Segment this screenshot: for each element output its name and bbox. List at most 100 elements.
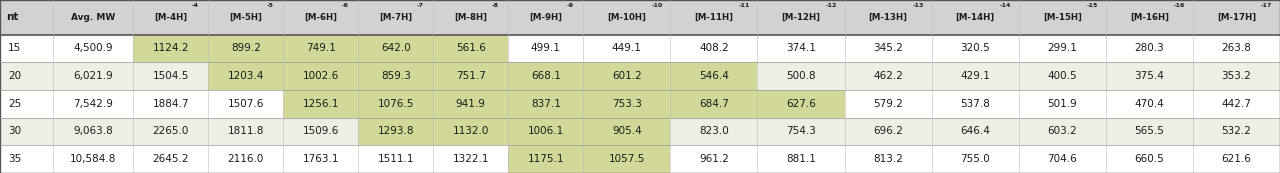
Text: -14: -14: [1000, 3, 1011, 8]
Text: 546.4: 546.4: [699, 71, 728, 81]
Text: 400.5: 400.5: [1047, 71, 1076, 81]
Text: -15: -15: [1087, 3, 1098, 8]
Text: 15: 15: [8, 43, 22, 53]
Text: -7: -7: [417, 3, 424, 8]
Text: 35: 35: [8, 154, 22, 164]
Text: 753.3: 753.3: [612, 99, 641, 109]
Text: -9: -9: [567, 3, 573, 8]
Text: 1175.1: 1175.1: [527, 154, 564, 164]
Text: 30: 30: [8, 126, 20, 136]
Bar: [508, 145, 671, 173]
Text: -16: -16: [1174, 3, 1185, 8]
Text: 7,542.9: 7,542.9: [73, 99, 113, 109]
Text: [M-16H]: [M-16H]: [1130, 13, 1169, 22]
Text: 684.7: 684.7: [699, 99, 728, 109]
Text: 579.2: 579.2: [873, 99, 902, 109]
Text: -11: -11: [739, 3, 750, 8]
Text: 621.6: 621.6: [1221, 154, 1252, 164]
Text: 1763.1: 1763.1: [302, 154, 339, 164]
Text: 1504.5: 1504.5: [152, 71, 189, 81]
Text: 25: 25: [8, 99, 22, 109]
Text: -17: -17: [1261, 3, 1272, 8]
Text: [M-10H]: [M-10H]: [607, 13, 646, 22]
Text: 859.3: 859.3: [381, 71, 411, 81]
Text: 813.2: 813.2: [873, 154, 902, 164]
Text: 345.2: 345.2: [873, 43, 902, 53]
Text: [M-12H]: [M-12H]: [782, 13, 820, 22]
Text: 263.8: 263.8: [1221, 43, 1252, 53]
Text: 2116.0: 2116.0: [228, 154, 264, 164]
Text: 1322.1: 1322.1: [453, 154, 489, 164]
Text: 961.2: 961.2: [699, 154, 728, 164]
Text: 601.2: 601.2: [612, 71, 641, 81]
Text: 2265.0: 2265.0: [152, 126, 189, 136]
Text: 10,584.8: 10,584.8: [70, 154, 116, 164]
Text: 627.6: 627.6: [786, 99, 815, 109]
Text: 823.0: 823.0: [699, 126, 728, 136]
Text: [M-15H]: [M-15H]: [1043, 13, 1082, 22]
Text: 6,021.9: 6,021.9: [73, 71, 113, 81]
Text: 941.9: 941.9: [456, 99, 485, 109]
Text: 565.5: 565.5: [1134, 126, 1165, 136]
Text: 462.2: 462.2: [873, 71, 902, 81]
Text: 660.5: 660.5: [1134, 154, 1165, 164]
Text: [M-4H]: [M-4H]: [155, 13, 187, 22]
Text: 749.1: 749.1: [306, 43, 335, 53]
Text: 408.2: 408.2: [699, 43, 728, 53]
Text: 754.3: 754.3: [786, 126, 815, 136]
Text: 668.1: 668.1: [531, 71, 561, 81]
Text: -12: -12: [826, 3, 837, 8]
Text: 704.6: 704.6: [1047, 154, 1078, 164]
Text: 299.1: 299.1: [1047, 43, 1078, 53]
Text: 280.3: 280.3: [1134, 43, 1165, 53]
Text: 1511.1: 1511.1: [378, 154, 413, 164]
Text: [M-6H]: [M-6H]: [305, 13, 338, 22]
Text: -4: -4: [192, 3, 198, 8]
Text: -6: -6: [342, 3, 349, 8]
Text: [M-9H]: [M-9H]: [529, 13, 562, 22]
Text: 642.0: 642.0: [381, 43, 411, 53]
Text: 837.1: 837.1: [531, 99, 561, 109]
Text: -13: -13: [913, 3, 924, 8]
Bar: [283, 90, 845, 118]
Text: 499.1: 499.1: [531, 43, 561, 53]
Bar: [0, 62, 1280, 90]
Text: 1509.6: 1509.6: [302, 126, 339, 136]
Text: -10: -10: [652, 3, 663, 8]
Text: -8: -8: [492, 3, 499, 8]
Text: 1006.1: 1006.1: [527, 126, 564, 136]
Text: 899.2: 899.2: [230, 43, 261, 53]
Text: 603.2: 603.2: [1047, 126, 1078, 136]
Bar: [0, 35, 1280, 62]
Text: 532.2: 532.2: [1221, 126, 1252, 136]
Text: 561.6: 561.6: [456, 43, 485, 53]
Text: 881.1: 881.1: [786, 154, 815, 164]
Bar: [209, 62, 758, 90]
Text: 374.1: 374.1: [786, 43, 815, 53]
Text: 4,500.9: 4,500.9: [73, 43, 113, 53]
Text: 1002.6: 1002.6: [302, 71, 339, 81]
Text: 442.7: 442.7: [1221, 99, 1252, 109]
Text: [M-5H]: [M-5H]: [229, 13, 262, 22]
Text: 449.1: 449.1: [612, 43, 641, 53]
Bar: [0, 145, 1280, 173]
Text: 696.2: 696.2: [873, 126, 902, 136]
Bar: [133, 35, 508, 62]
Bar: [0, 118, 1280, 145]
Text: 1076.5: 1076.5: [378, 99, 413, 109]
Bar: [0, 0, 1280, 35]
Text: [M-7H]: [M-7H]: [379, 13, 412, 22]
Text: 1811.8: 1811.8: [228, 126, 264, 136]
Text: [M-17H]: [M-17H]: [1217, 13, 1256, 22]
Text: 755.0: 755.0: [960, 154, 989, 164]
Text: 500.8: 500.8: [786, 71, 815, 81]
Text: 320.5: 320.5: [960, 43, 989, 53]
Text: 1124.2: 1124.2: [152, 43, 189, 53]
Text: -5: -5: [266, 3, 274, 8]
Text: 470.4: 470.4: [1134, 99, 1165, 109]
Text: nt: nt: [6, 12, 19, 22]
Bar: [358, 118, 671, 145]
Text: [M-13H]: [M-13H]: [869, 13, 908, 22]
Text: 1057.5: 1057.5: [608, 154, 645, 164]
Text: 1203.4: 1203.4: [228, 71, 264, 81]
